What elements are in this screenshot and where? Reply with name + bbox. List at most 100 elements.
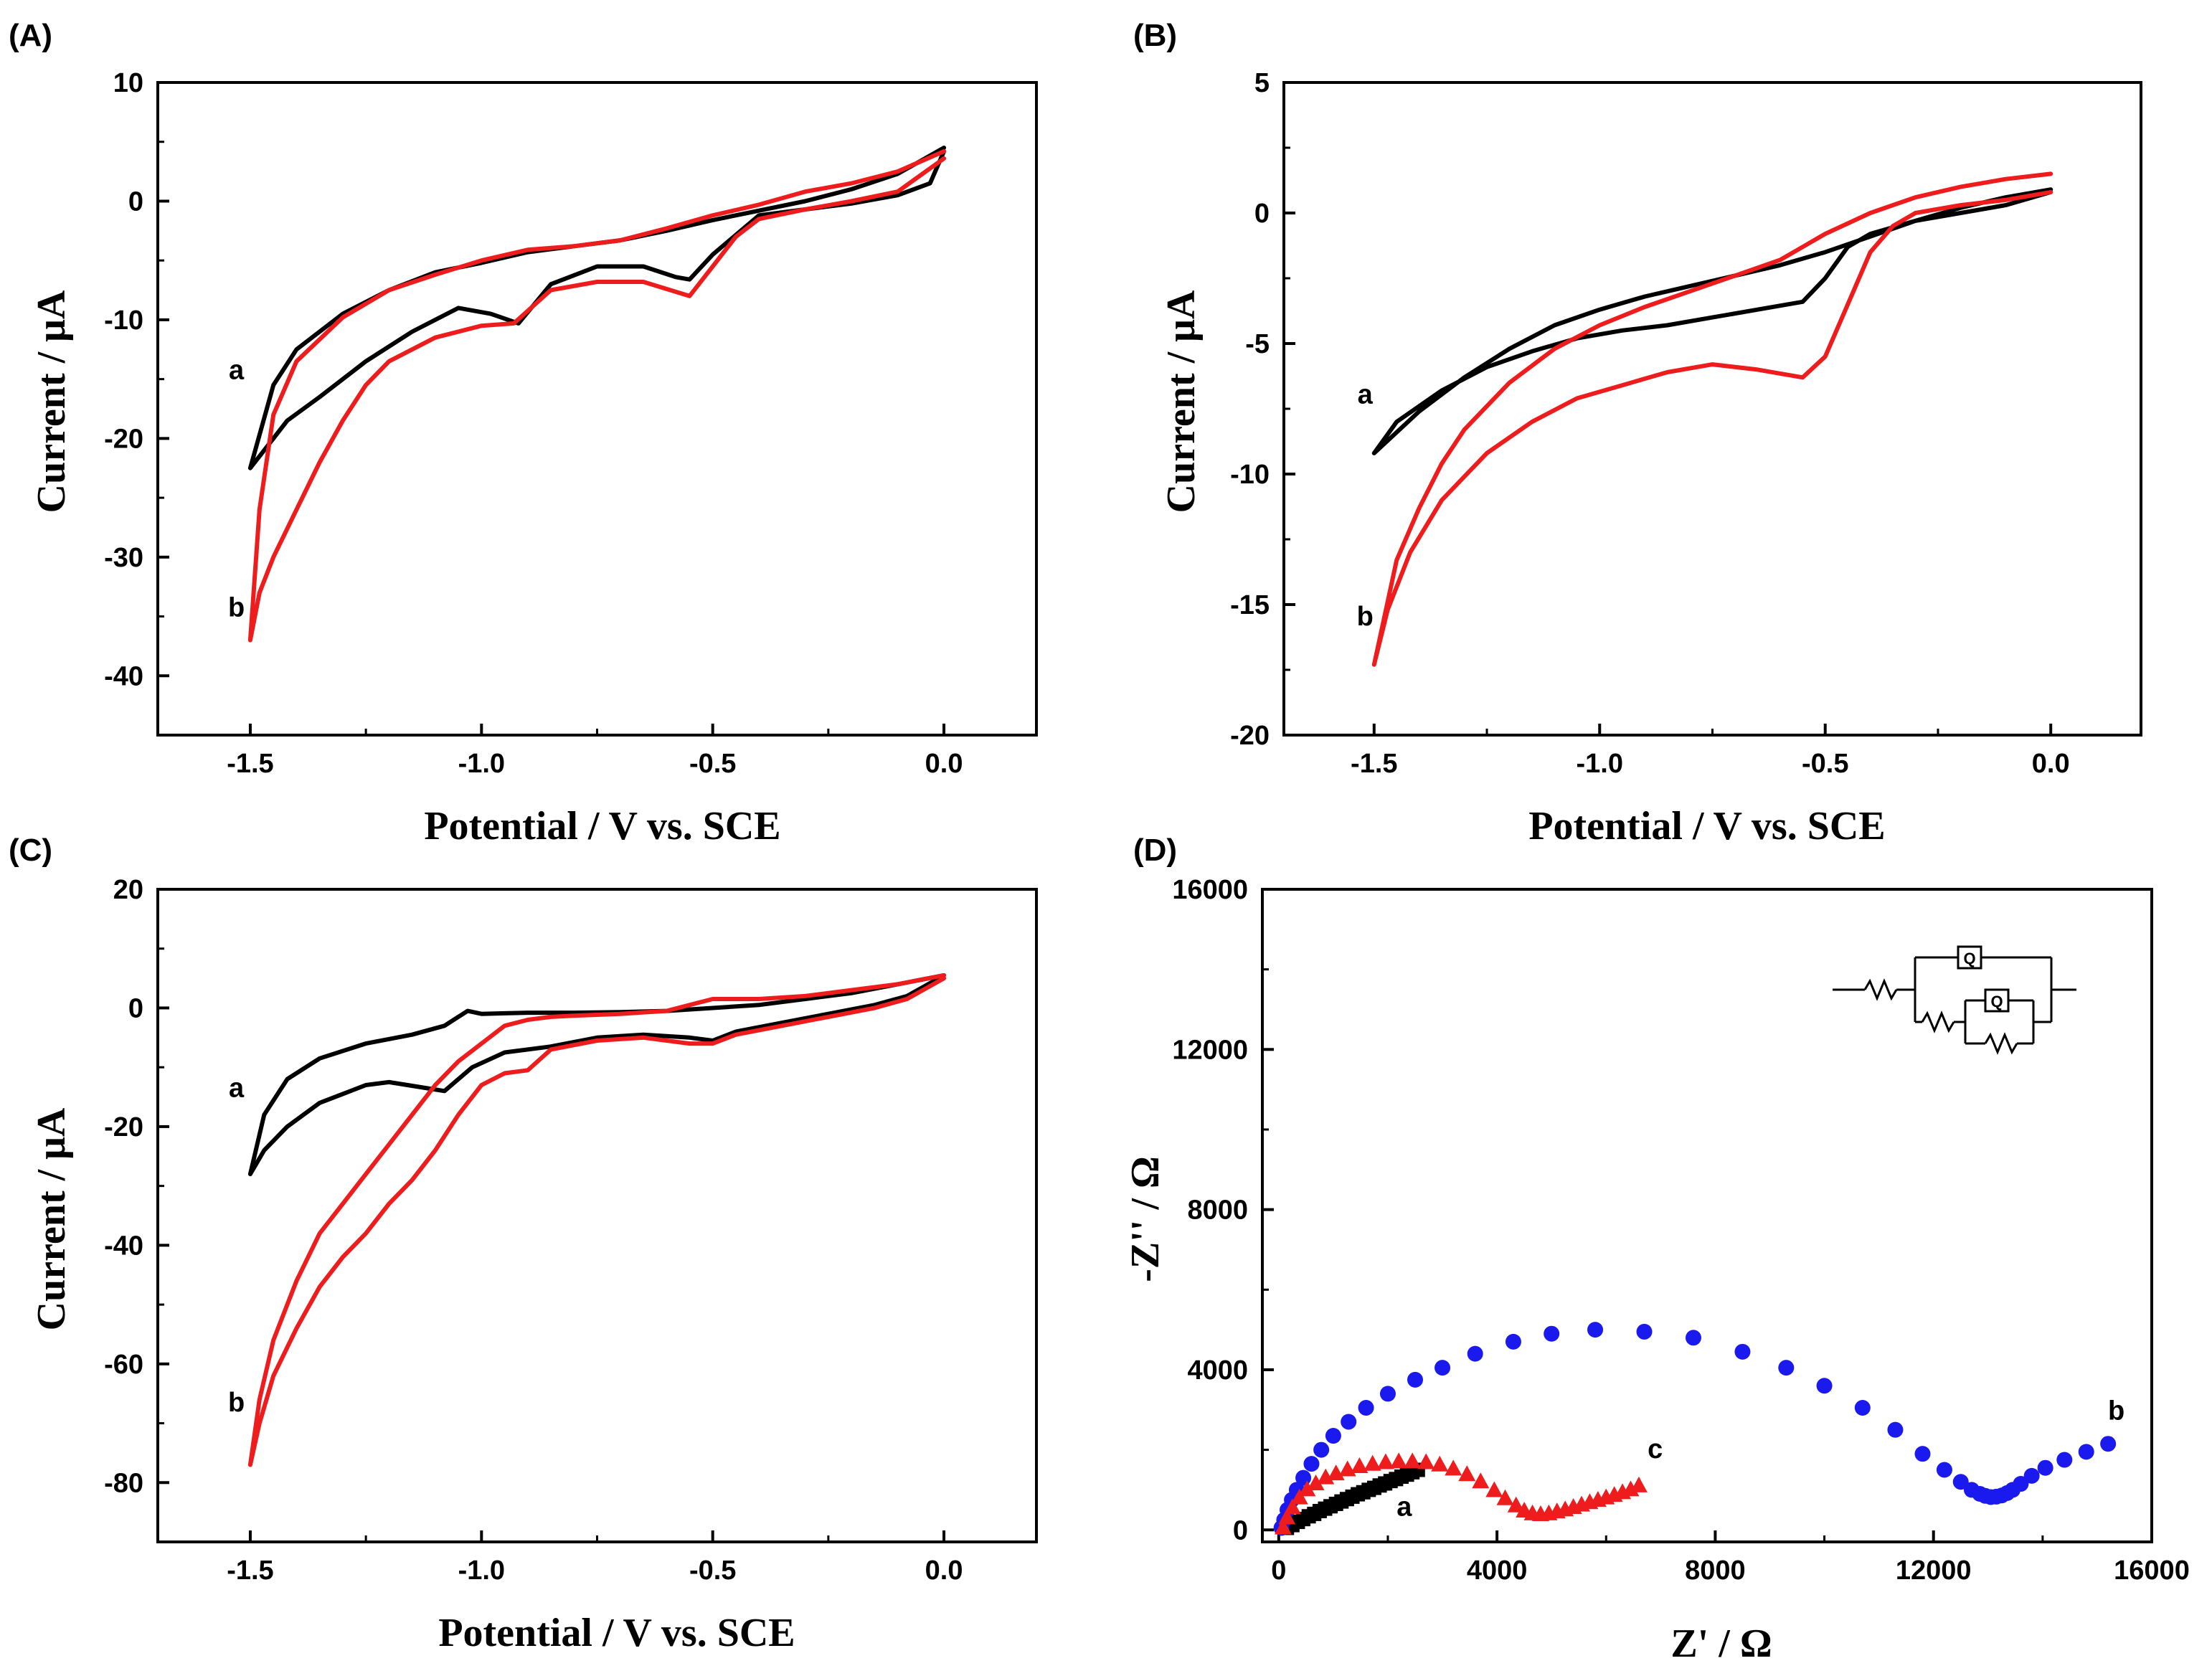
x-tick-label-c: -0.5 — [689, 1556, 736, 1586]
data-point-d-b — [2013, 1476, 2029, 1492]
curve-label-d-b: b — [2108, 1396, 2124, 1426]
data-point-d-c — [1622, 1480, 1640, 1497]
panel-label-d: (D) — [1133, 833, 1177, 868]
y-tick-label-b: 5 — [1254, 68, 1270, 98]
y-tick-label-c: -60 — [104, 1350, 143, 1380]
x-tick-label-b: -1.5 — [1351, 749, 1397, 779]
data-point-d-b — [1435, 1360, 1451, 1376]
data-point-d-c — [1404, 1452, 1422, 1469]
y-tick-label-d: 0 — [1233, 1515, 1248, 1545]
panel-label-c: (C) — [9, 833, 52, 868]
data-point-d-b — [2100, 1436, 2117, 1452]
x-tick-label-d: 16000 — [2114, 1556, 2190, 1586]
data-point-d-c — [1327, 1464, 1345, 1481]
curve-label-b-a: a — [1358, 380, 1374, 410]
x-tick-label-a: -0.5 — [689, 749, 736, 779]
data-point-d-c — [1485, 1481, 1503, 1497]
y-tick-label-d: 16000 — [1172, 875, 1248, 905]
y-tick-label-c: 0 — [128, 993, 143, 1023]
x-tick-label-b: 0.0 — [2032, 749, 2070, 779]
x-tick-label-c: 0.0 — [925, 1556, 963, 1586]
data-point-d-c — [1317, 1468, 1335, 1485]
y-tick-label-c: -20 — [104, 1112, 143, 1142]
panel-label-b: (B) — [1133, 18, 1177, 53]
y-axis-title-b: Current / μA — [1159, 290, 1204, 513]
y-tick-label-d: 12000 — [1172, 1035, 1248, 1065]
y-tick-label-b: 0 — [1254, 199, 1270, 229]
data-point-d-b — [1685, 1330, 1701, 1346]
series-line-b-a — [1371, 187, 2053, 455]
y-tick-label-a: -30 — [104, 543, 143, 573]
y-axis-title-c: Current / μA — [29, 1107, 74, 1330]
data-point-d-c — [1290, 1488, 1308, 1505]
series-line-a-b — [247, 149, 947, 643]
y-tick-label-c: -40 — [104, 1231, 143, 1261]
data-point-d-b — [1887, 1421, 1904, 1438]
data-point-d-b — [2023, 1467, 2040, 1484]
data-point-d-b — [1544, 1325, 1560, 1342]
curve-label-c-a: a — [229, 1074, 245, 1104]
plot-frame-d — [1261, 888, 2153, 1543]
data-point-d-b — [1505, 1333, 1521, 1350]
data-point-d-b — [1358, 1399, 1374, 1416]
data-point-d-c — [1445, 1459, 1462, 1476]
x-tick-label-a: -1.5 — [227, 749, 273, 779]
data-point-d-b — [1636, 1323, 1653, 1340]
data-point-d-b — [1407, 1371, 1424, 1388]
data-point-d-b — [1816, 1378, 1833, 1394]
cpe-label: Q — [1990, 993, 2003, 1010]
x-tick-label-b: -0.5 — [1802, 749, 1848, 779]
y-tick-label-d: 4000 — [1187, 1355, 1248, 1386]
data-point-d-b — [1467, 1345, 1483, 1362]
x-axis-title-b: Potential / V vs. SCE — [1528, 804, 1885, 848]
data-point-d-b — [1303, 1456, 1320, 1472]
data-point-d-c — [1363, 1454, 1381, 1471]
y-tick-label-b: -15 — [1230, 590, 1270, 620]
y-tick-label-d: 8000 — [1187, 1196, 1248, 1226]
data-point-d-b — [1952, 1474, 1969, 1490]
x-tick-label-c: -1.5 — [227, 1556, 273, 1586]
data-point-d-c — [1496, 1489, 1514, 1505]
data-point-d-c — [1307, 1474, 1325, 1491]
series-line-c-b — [247, 973, 947, 1467]
data-point-d-b — [1778, 1360, 1795, 1376]
resistor-icon — [1863, 978, 1898, 1001]
plot-frame-a — [156, 81, 1038, 737]
curve-label-a-a: a — [229, 356, 245, 386]
y-axis-title-a: Current / μA — [29, 290, 74, 513]
y-tick-label-b: -5 — [1245, 329, 1270, 359]
x-axis-title-c: Potential / V vs. SCE — [438, 1611, 795, 1655]
panel-b: (B) -1.5 -1.0 -0.5 0.0 5 0 -5 -10 -15 -20 a b Poten… — [1133, 18, 2142, 848]
series-line-a-a — [247, 146, 947, 470]
data-point-d-c — [1458, 1465, 1476, 1482]
data-point-d-b — [1854, 1399, 1871, 1416]
cpe-label: Q — [1963, 950, 1975, 967]
data-point-d-c — [1274, 1518, 1292, 1535]
series-line-b-b — [1371, 171, 2053, 667]
x-tick-label-d: 4000 — [1467, 1556, 1528, 1586]
resistor-icon — [1921, 1010, 1955, 1033]
data-point-d-b — [1325, 1428, 1341, 1444]
data-point-d-c — [1351, 1457, 1369, 1474]
data-point-d-c — [1417, 1453, 1435, 1469]
x-tick-label-d: 12000 — [1896, 1556, 1972, 1586]
data-point-d-c — [1278, 1508, 1296, 1525]
data-point-d-b — [1914, 1446, 1931, 1462]
y-tick-label-b: -20 — [1230, 721, 1270, 751]
y-tick-label-b: -10 — [1230, 460, 1270, 490]
x-tick-label-c: -1.0 — [458, 1556, 505, 1586]
curve-label-a-b: b — [228, 593, 245, 623]
x-tick-label-a: 0.0 — [925, 749, 963, 779]
x-tick-label-b: -1.0 — [1577, 749, 1623, 779]
data-point-d-b — [1379, 1386, 1396, 1402]
x-axis-title-d: Z' / Ω — [1670, 1622, 1772, 1666]
x-tick-label-a: -1.0 — [458, 749, 505, 779]
curve-label-d-a: a — [1396, 1492, 1412, 1523]
data-point-d-b — [1313, 1442, 1330, 1458]
data-point-d-b — [1295, 1469, 1312, 1486]
plot-frame-c — [156, 888, 1038, 1543]
y-tick-label-a: -20 — [104, 424, 143, 454]
curve-label-c-b: b — [228, 1388, 245, 1418]
y-tick-label-c: -80 — [104, 1468, 143, 1498]
